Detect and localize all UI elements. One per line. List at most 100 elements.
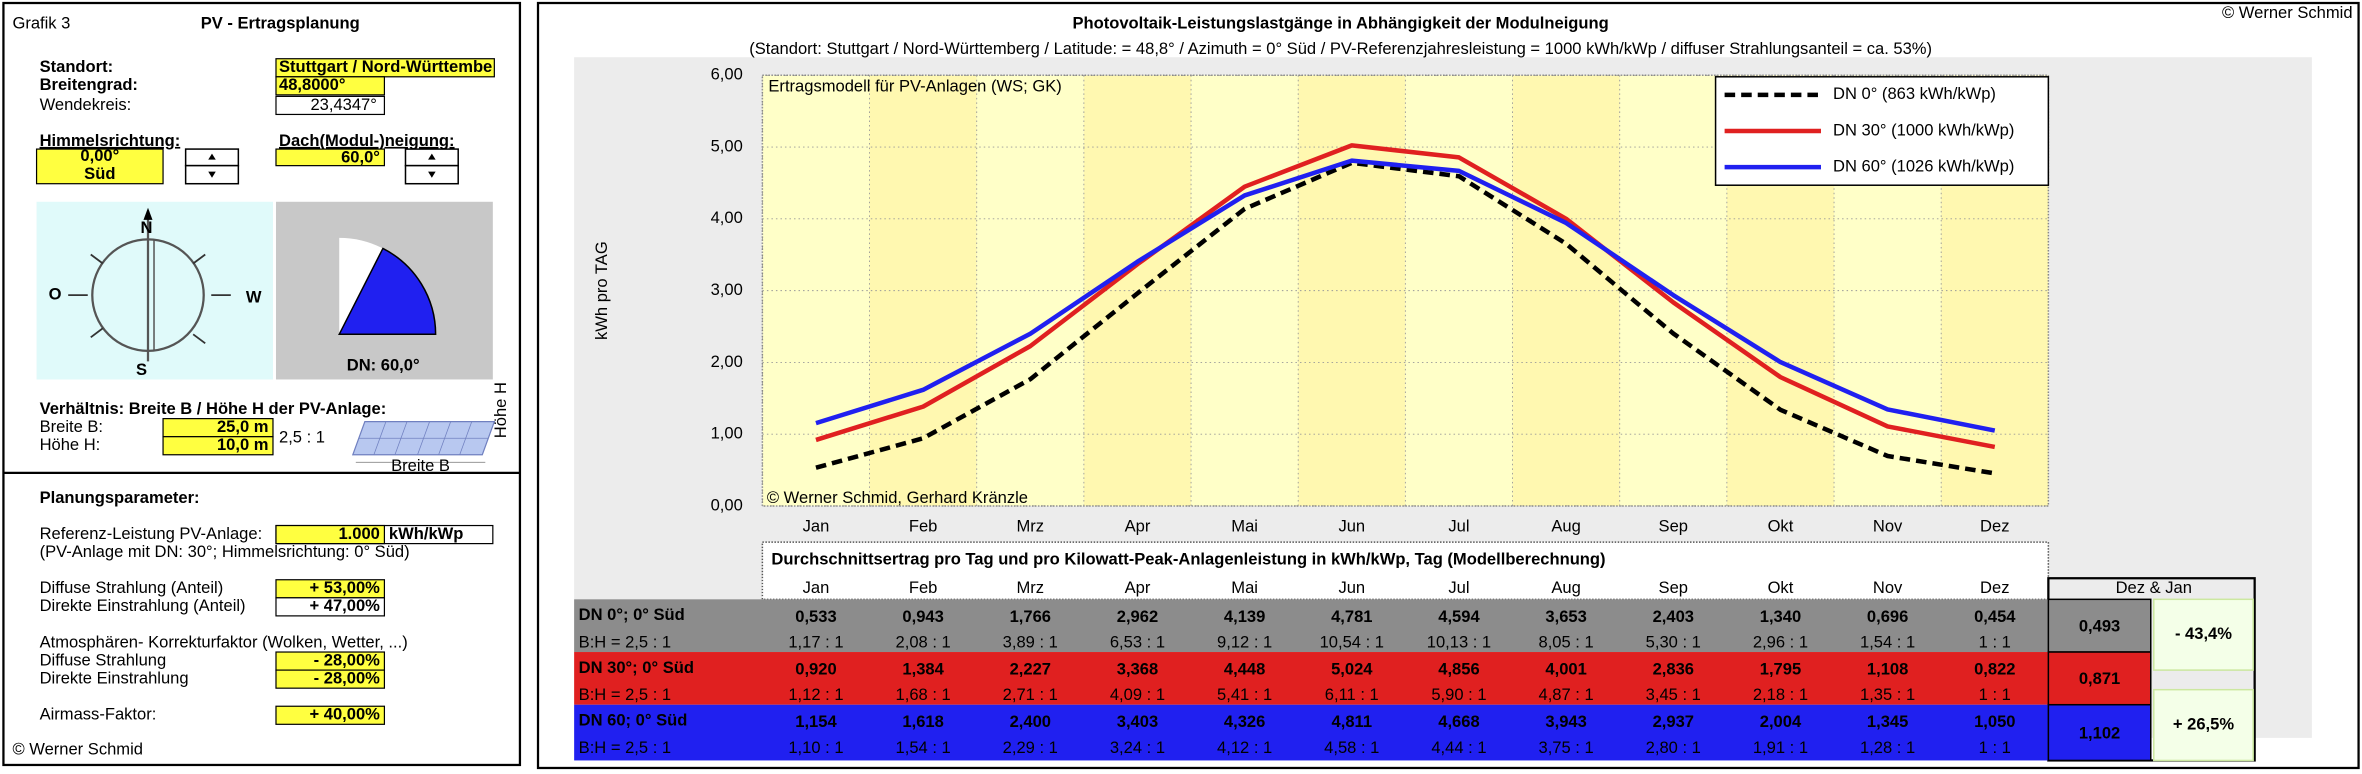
series-line	[815, 158, 1996, 433]
table-ratio: 1,10 : 1	[788, 738, 843, 757]
table-ratio: 1 : 1	[1979, 685, 2011, 704]
label: Standort:	[40, 57, 114, 76]
table-ratio: 1 : 1	[1979, 738, 2011, 757]
label: B:H = 2,5 : 1	[579, 685, 671, 704]
compass-letter: N	[140, 218, 152, 237]
label: Höhe H:	[40, 435, 101, 454]
label: 1.000	[338, 524, 379, 543]
label: Airmass-Faktor:	[40, 705, 157, 724]
table-value: 4,811	[1332, 712, 1373, 731]
table-value: 2,836	[1653, 659, 1694, 678]
label: 25,0 m	[217, 417, 269, 436]
table-value: 0,696	[1867, 607, 1908, 626]
change-cell	[2153, 598, 2254, 671]
label: Direkte Einstrahlung	[40, 669, 189, 688]
table-row	[574, 704, 2049, 761]
table-ratio: 9,12 : 1	[1217, 632, 1272, 651]
x-tick-label: Jul	[1448, 516, 1469, 535]
label: - 28,00%	[314, 669, 381, 688]
label: Direkte Einstrahlung (Anteil)	[40, 596, 246, 615]
input-box	[275, 76, 386, 96]
label: Breite B	[391, 456, 450, 475]
table-ratio: 5,41 : 1	[1217, 685, 1272, 704]
y-tick-label: 1,00	[711, 424, 743, 443]
plot-band	[869, 75, 977, 506]
table-value: 1,340	[1760, 607, 1801, 626]
table-month: Mai	[1231, 578, 1258, 597]
table-value: 3,403	[1117, 712, 1158, 731]
table-month: Sep	[1659, 578, 1688, 597]
chart-subtitle: (Standort: Stuttgart / Nord-Württemberg …	[749, 39, 1932, 58]
label: Atmosphären- Korrekturfaktor (Wolken, We…	[40, 632, 408, 651]
plot-band	[762, 75, 870, 506]
compass-ticks	[68, 253, 231, 345]
legend-label: DN 0° (863 kWh/kWp)	[1833, 84, 1996, 103]
table-ratio: 6,53 : 1	[1110, 632, 1165, 651]
label: © Werner Schmid	[12, 739, 143, 758]
label: 60,0°	[341, 147, 380, 166]
table-ratio: 3,45 : 1	[1646, 685, 1701, 704]
y-axis-label: kWh pro TAG	[592, 241, 611, 340]
panel-title: PV - Ertragsplanung	[201, 13, 360, 32]
label: 10,0 m	[217, 435, 269, 454]
label: Dach(Modul-)neigung:	[279, 131, 455, 150]
table-value: 5,024	[1331, 659, 1373, 678]
table-value: 1,384	[902, 659, 944, 678]
x-tick-label: Dez	[1980, 516, 2009, 535]
table-ratio: 5,90 : 1	[1431, 685, 1486, 704]
table-value: 2,937	[1653, 712, 1694, 731]
table-value: 0,943	[902, 607, 943, 626]
label: Dez & Jan	[2116, 578, 2192, 597]
summary-cell	[2047, 651, 2152, 706]
input-box	[275, 95, 386, 116]
table-ratio: 4,44 : 1	[1431, 738, 1486, 757]
label: DN 0°; 0° Süd	[579, 605, 685, 624]
table-ratio: 3,89 : 1	[1003, 632, 1058, 651]
table-month: Feb	[909, 578, 938, 597]
y-tick-label: 2,00	[711, 352, 743, 371]
x-tick-label: Jan	[803, 516, 830, 535]
input-box	[162, 436, 274, 456]
table-ratio: 2,18 : 1	[1753, 685, 1808, 704]
label: DN 30°; 0° Süd	[579, 658, 694, 677]
table-value: 2,227	[1010, 659, 1051, 678]
table-ratio: 2,80 : 1	[1646, 738, 1701, 757]
compass-letter: S	[136, 360, 147, 379]
table-value: 0,920	[795, 659, 836, 678]
table-ratio: 1,68 : 1	[896, 685, 951, 704]
left-panel	[2, 1, 522, 767]
table-value: 1,795	[1760, 659, 1801, 678]
table-ratio: 1,35 : 1	[1860, 685, 1915, 704]
table-ratio: 4,12 : 1	[1217, 738, 1272, 757]
table-ratio: 1,54 : 1	[896, 738, 951, 757]
table-value: 4,139	[1224, 607, 1265, 626]
label: Verhältnis: Breite B / Höhe H der PV-Anl…	[40, 399, 387, 418]
table-month: Jul	[1448, 578, 1469, 597]
table-month: Dez	[1980, 578, 2009, 597]
label: Himmelsrichtung:	[40, 131, 181, 150]
label: 2,5 : 1	[279, 428, 325, 447]
table-month: Aug	[1551, 578, 1580, 597]
table-ratio: 3,75 : 1	[1539, 738, 1594, 757]
table-value: 3,943	[1545, 712, 1586, 731]
table-value: 4,448	[1224, 659, 1265, 678]
plot-band	[1191, 75, 1299, 506]
table-value: 1,154	[795, 712, 837, 731]
summary-cell	[2047, 703, 2152, 762]
compass-letter: O	[49, 285, 62, 304]
change-value: + 26,5%	[2173, 714, 2234, 733]
table-ratio: 4,87 : 1	[1539, 685, 1594, 704]
input-box	[275, 669, 386, 689]
table-month: Okt	[1768, 578, 1794, 597]
summary-value: 0,871	[2079, 669, 2120, 688]
label: (PV-Anlage mit DN: 30°; Himmelsrichtung:…	[40, 542, 410, 561]
table-month: Mrz	[1017, 578, 1045, 597]
table-value: 4,594	[1438, 607, 1480, 626]
table-value: 2,004	[1760, 712, 1802, 731]
table-row	[574, 599, 2049, 653]
x-tick-label: Okt	[1768, 516, 1794, 535]
y-tick-label: 6,00	[711, 65, 743, 84]
panel-grid	[358, 421, 489, 455]
label: DN 60; 0° Süd	[579, 711, 688, 730]
